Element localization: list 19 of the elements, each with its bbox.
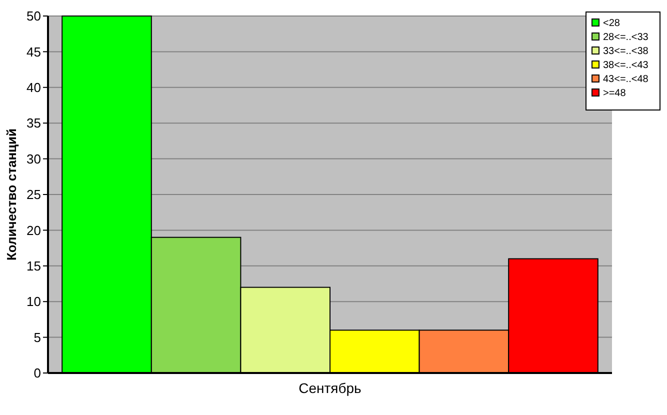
- y-tick-label: 20: [26, 222, 41, 238]
- y-tick-label: 15: [26, 258, 41, 274]
- legend-label: 33<=..<38: [603, 46, 649, 57]
- legend-label: <28: [603, 18, 620, 29]
- y-tick-label: 35: [26, 116, 41, 131]
- x-tick-label: Сентябрь: [298, 380, 362, 396]
- y-tick-label: 10: [26, 294, 41, 310]
- legend-label: 38<=..<43: [603, 60, 649, 71]
- y-tick-label: 40: [26, 80, 41, 95]
- y-tick-label: 30: [26, 151, 41, 166]
- y-axis-title: Количество станций: [4, 128, 19, 261]
- y-tick-label: 45: [26, 44, 41, 60]
- legend-label: 28<=..<33: [603, 32, 649, 43]
- legend-label: >=48: [603, 88, 626, 99]
- y-tick-label: 25: [26, 187, 41, 202]
- y-tick-label: 5: [34, 330, 41, 345]
- y-tick-label: 0: [34, 366, 41, 381]
- legend-label: 43<=..<48: [603, 74, 649, 85]
- y-tick-label: 50: [26, 8, 41, 24]
